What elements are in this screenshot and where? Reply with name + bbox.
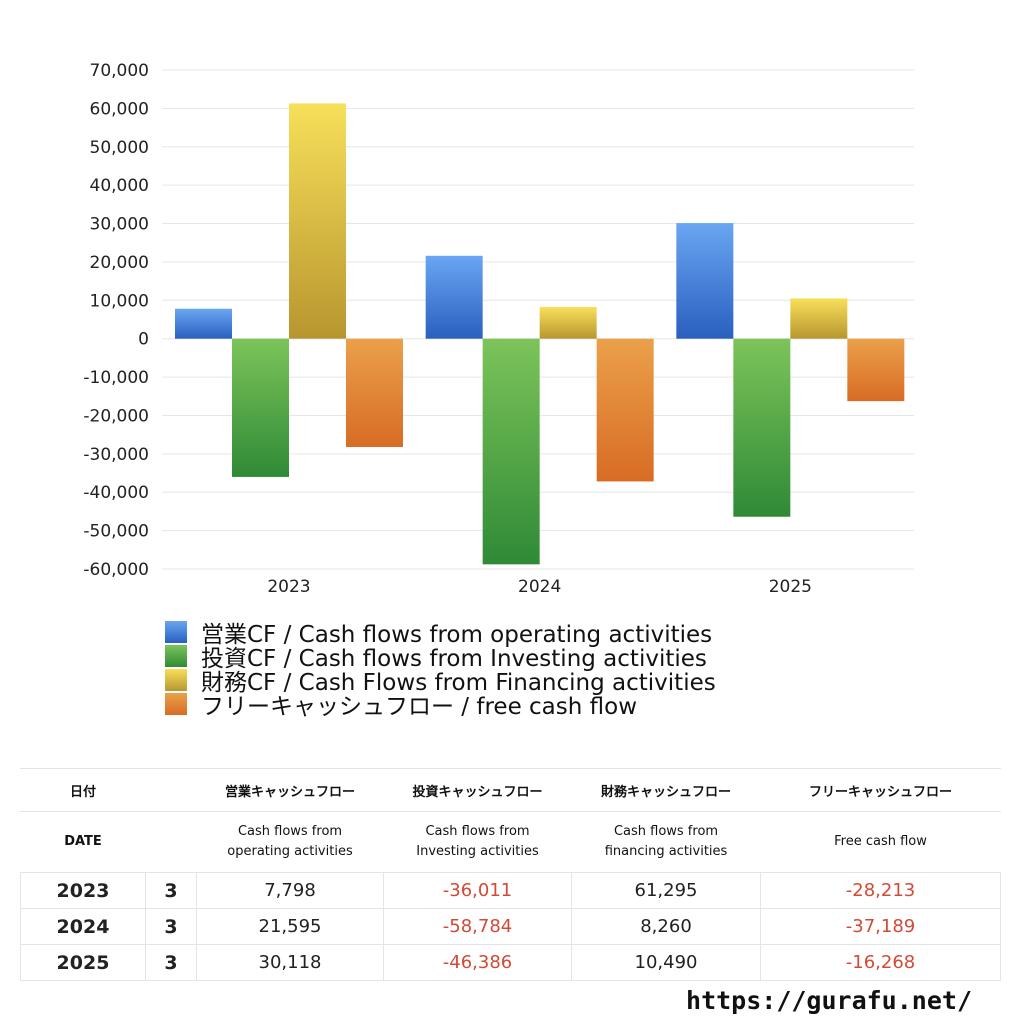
bar-2023-series-2	[289, 103, 346, 339]
header-financing-ja: 財務キャッシュフロー	[571, 768, 761, 812]
legend-item-investing: 投資CF / Cash flows from Investing activit…	[165, 644, 716, 672]
x-tick-label: 2024	[518, 577, 561, 597]
header-investing-en: Cash flows from Investing activities	[383, 811, 572, 873]
row-free: -28,213	[760, 872, 1001, 909]
y-tick-label: 20,000	[90, 253, 149, 273]
table-header-en: DATE Cash flows from operating activitie…	[20, 811, 1001, 873]
bar-2023-series-1	[232, 338, 289, 477]
y-tick-label: -40,000	[83, 483, 149, 503]
row-month: 3	[145, 944, 197, 981]
y-tick-label: -10,000	[83, 368, 149, 388]
y-tick-label: 50,000	[90, 138, 149, 158]
header-blank-ja	[145, 768, 197, 812]
y-tick-label: -60,000	[83, 560, 149, 580]
x-axis: 2023 2024 2025	[267, 577, 812, 597]
cash-flow-chart: 70,000 60,000 50,000 40,000 30,000 20,000 10,0…	[83, 61, 914, 597]
table-row: 2024 3 21,595 -58,784 8,260 -37,189	[20, 908, 1001, 945]
row-operating: 30,118	[196, 944, 384, 981]
legend-label-investing: 投資CF / Cash flows from Investing activit…	[201, 646, 707, 672]
y-tick-label: 40,000	[90, 176, 149, 196]
row-month: 3	[145, 872, 197, 909]
bar-2024-series-0	[425, 255, 483, 339]
bars	[175, 103, 905, 565]
y-tick-label: -20,000	[83, 406, 149, 426]
bar-2023-series-3	[346, 338, 403, 447]
bar-2025-series-3	[847, 338, 905, 402]
row-investing: -36,011	[383, 872, 572, 909]
row-year: 2025	[20, 944, 146, 981]
legend-swatch-operating	[165, 621, 187, 643]
header-operating-ja: 営業キャッシュフロー	[196, 768, 384, 812]
legend-item-financing: 財務CF / Cash Flows from Financing activit…	[165, 668, 716, 696]
x-tick-label: 2023	[267, 577, 310, 597]
table-row: 2025 3 30,118 -46,386 10,490 -16,268	[20, 944, 1001, 981]
header-date-en: DATE	[20, 811, 146, 873]
bar-2024-series-3	[596, 338, 654, 482]
row-year: 2023	[20, 872, 146, 909]
row-financing: 61,295	[571, 872, 761, 909]
y-tick-label: -30,000	[83, 445, 149, 465]
header-financing-en: Cash flows from financing activities	[571, 811, 761, 873]
y-axis: 70,000 60,000 50,000 40,000 30,000 20,000 10,0…	[83, 61, 149, 580]
header-free-ja: フリーキャッシュフロー	[760, 768, 1001, 812]
y-tick-label: 60,000	[90, 99, 149, 119]
y-tick-label: 10,000	[90, 291, 149, 311]
legend-label-operating: 営業CF / Cash flows from operating activit…	[201, 622, 713, 648]
row-investing: -46,386	[383, 944, 572, 981]
legend-label-financing: 財務CF / Cash Flows from Financing activit…	[201, 670, 716, 696]
legend-swatch-free	[165, 693, 187, 715]
header-investing-ja: 投資キャッシュフロー	[383, 768, 572, 812]
bar-2024-series-1	[482, 338, 540, 565]
legend: 営業CF / Cash flows from operating activit…	[165, 620, 716, 720]
legend-swatch-financing	[165, 669, 187, 691]
row-investing: -58,784	[383, 908, 572, 945]
bar-2025-series-1	[733, 338, 791, 517]
row-free: -16,268	[760, 944, 1001, 981]
x-tick-label: 2025	[769, 577, 812, 597]
row-financing: 10,490	[571, 944, 761, 981]
header-blank-en	[145, 811, 197, 873]
row-year: 2024	[20, 908, 146, 945]
bar-2025-series-0	[676, 223, 734, 339]
legend-item-operating: 営業CF / Cash flows from operating activit…	[165, 620, 716, 648]
cash-flow-table: 日付 営業キャッシュフロー 投資キャッシュフロー 財務キャッシュフロー フリーキ…	[20, 768, 1001, 981]
row-operating: 21,595	[196, 908, 384, 945]
y-tick-label: 30,000	[90, 215, 149, 235]
legend-label-free: フリーキャッシュフロー / free cash flow	[201, 694, 638, 720]
header-date-ja: 日付	[20, 768, 146, 812]
row-month: 3	[145, 908, 197, 945]
table-header-ja: 日付 営業キャッシュフロー 投資キャッシュフロー 財務キャッシュフロー フリーキ…	[20, 768, 1001, 812]
row-operating: 7,798	[196, 872, 384, 909]
y-tick-label: 70,000	[90, 61, 149, 81]
bar-2024-series-2	[539, 306, 597, 339]
legend-swatch-investing	[165, 645, 187, 667]
bar-2025-series-2	[790, 298, 848, 339]
site-url[interactable]: https://gurafu.net/	[686, 986, 972, 1015]
row-financing: 8,260	[571, 908, 761, 945]
table-row: 2023 3 7,798 -36,011 61,295 -28,213	[20, 872, 1001, 909]
bar-2023-series-0	[175, 308, 232, 339]
header-operating-en: Cash flows from operating activities	[196, 811, 384, 873]
y-tick-label: 0	[138, 330, 149, 350]
row-free: -37,189	[760, 908, 1001, 945]
y-tick-label: -50,000	[83, 522, 149, 542]
legend-item-free: フリーキャッシュフロー / free cash flow	[165, 692, 716, 720]
header-free-en: Free cash flow	[760, 811, 1001, 873]
